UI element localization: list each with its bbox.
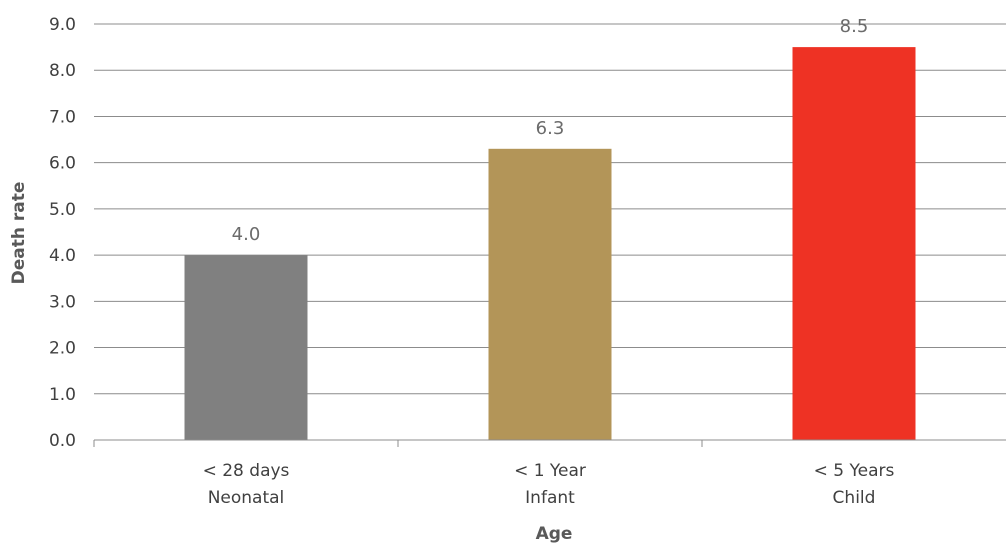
y-axis-ticks: 0.0 1.0 2.0 3.0 4.0 5.0 6.0 7.0 8.0 9.0: [49, 15, 76, 451]
y-tick-label: 4.0: [49, 246, 76, 266]
x-category-label: < 5 Years: [814, 461, 895, 481]
bar: [184, 255, 308, 440]
y-tick-label: 6.0: [49, 154, 76, 174]
x-axis: [93, 439, 1006, 447]
x-category-sublabel: Child: [833, 488, 876, 508]
y-tick-label: 9.0: [49, 15, 76, 35]
data-label: 4.0: [232, 224, 261, 245]
y-tick-label: 8.0: [49, 61, 76, 81]
x-category-label: < 28 days: [203, 461, 290, 481]
x-category-sublabel: Infant: [525, 488, 575, 508]
x-axis-title: Age: [536, 524, 573, 544]
y-tick-label: 5.0: [49, 200, 76, 220]
x-axis-categories: < 28 days Neonatal < 1 Year Infant < 5 Years…: [203, 461, 895, 508]
x-category-sublabel: Neonatal: [208, 488, 285, 508]
bars: [184, 47, 916, 441]
data-label: 6.3: [536, 118, 565, 139]
y-tick-label: 2.0: [49, 339, 76, 359]
y-axis-title: Death rate: [9, 182, 29, 285]
bar: [488, 148, 612, 441]
data-label: 8.5: [840, 16, 869, 37]
bar: [792, 47, 916, 440]
x-category-label: < 1 Year: [514, 461, 586, 481]
data-labels: 4.0 6.3 8.5: [232, 16, 869, 245]
y-tick-label: 7.0: [49, 107, 76, 127]
y-tick-label: 3.0: [49, 292, 76, 312]
y-tick-label: 0.0: [49, 431, 76, 451]
y-tick-label: 1.0: [49, 385, 76, 405]
